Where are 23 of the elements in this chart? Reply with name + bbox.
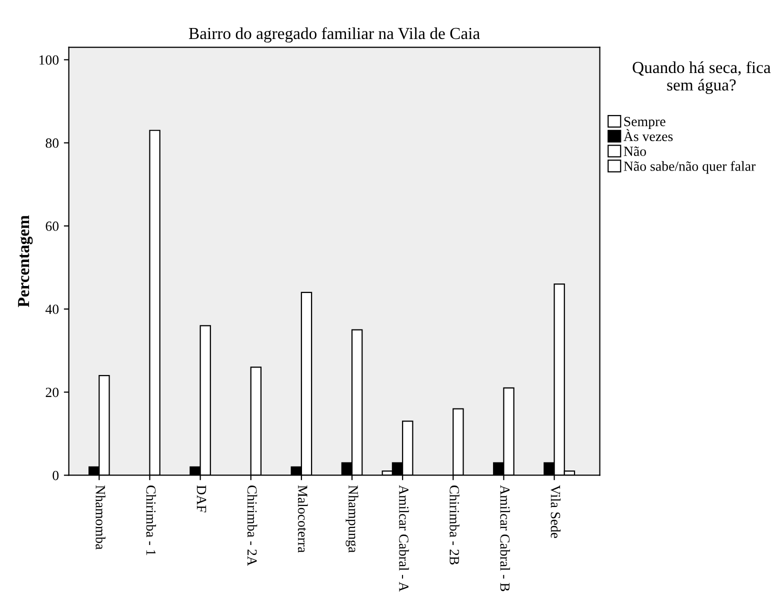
y-tick-label: 20 — [46, 388, 59, 398]
y-tick-label: 40 — [45, 304, 59, 314]
x-tick-label: Amilcar Cabral - B — [500, 485, 510, 592]
y-tick-label: 0 — [52, 470, 59, 480]
x-tick-label: Chirimba - 1 — [146, 486, 156, 556]
legend-title: Quando há seca, fica sem água? — [632, 61, 771, 94]
x-tick-label: Chirimba - 2A — [247, 486, 258, 566]
chart-title: Bairro do agregado familiar na Vila de Caia — [188, 27, 480, 43]
x-tick-label: Nhampunga — [346, 485, 358, 553]
x-tick-label: Nhamomba — [96, 485, 106, 550]
x-tick-label: Malocoterra — [298, 485, 308, 553]
x-tick-label: Chirimba - 2B — [450, 486, 460, 565]
legend-label: Sempre — [624, 116, 666, 130]
legend-label: Não — [624, 146, 646, 156]
y-axis-title: Percentagem — [18, 215, 33, 308]
x-tick-label: DAF — [196, 485, 206, 512]
legend-label: Não sabe/não quer falar — [624, 161, 756, 174]
y-tick-label: 80 — [46, 138, 59, 148]
y-tick-label: 60 — [46, 222, 59, 231]
x-tick-label: Vila Sede — [550, 485, 561, 538]
y-tick-label: 100 — [39, 55, 59, 65]
legend-label: Às vezes — [624, 129, 673, 142]
x-tick-label: Amilcar Cabral - A — [399, 485, 409, 592]
